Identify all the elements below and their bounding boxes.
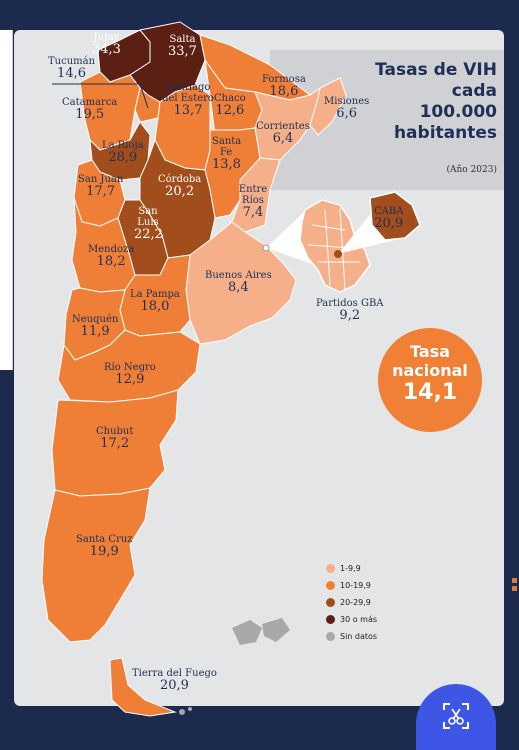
gba-district-lines: [307, 207, 360, 291]
label-caba: CABA 20,9: [374, 206, 404, 231]
left-panel-edge: [0, 30, 13, 370]
label-formosa: Formosa 18,6: [262, 74, 306, 99]
region-santa-cruz: [41, 487, 151, 643]
label-buenos-aires: Buenos Aires 8,4: [205, 270, 272, 295]
region-caba: [369, 191, 421, 241]
map-title: Tasas de VIH cada 100.000 habitantes: [375, 60, 497, 143]
legend-item: 10-19,9: [326, 577, 377, 594]
label-santa-cruz: Santa Cruz 19,9: [76, 534, 133, 559]
label-tucuman: Tucumán 14,6: [48, 56, 96, 81]
label-partidos-gba: Partidos GBA 9,2: [316, 298, 384, 323]
label-misiones: Misiones 6,6: [324, 96, 370, 121]
label-chaco: Chaco 12,6: [214, 93, 246, 118]
label-san-juan: San Juan 17,7: [78, 174, 124, 199]
legend-swatch: [326, 615, 335, 624]
island: [179, 709, 185, 715]
label-cordoba: Córdoba 20,2: [158, 174, 202, 199]
legend-item: 1-9,9: [326, 560, 377, 577]
map-legend: 1-9,9 10-19,9 20-29,9 30 o más Sin datos: [326, 560, 377, 645]
tucuman-leader-line: [52, 83, 149, 109]
map-year: (Año 2023): [446, 165, 497, 175]
legend-swatch: [326, 581, 335, 590]
national-rate-badge: Tasa nacional 14,1: [378, 328, 482, 432]
label-mendoza: Mendoza 18,2: [88, 244, 135, 269]
legend-item: 20-29,9: [326, 594, 377, 611]
label-jujuy: Jujuy 34,3: [92, 32, 121, 57]
caba-marker: [334, 250, 342, 258]
label-tierra-del-fuego: Tierra del Fuego 20,9: [132, 668, 217, 693]
crop-scissors-icon: [443, 703, 469, 729]
legend-swatch: [326, 598, 335, 607]
legend-swatch: [326, 564, 335, 573]
islands-malvinas: [232, 618, 290, 645]
legend-item: Sin datos: [326, 628, 377, 645]
region-entre-rios: [231, 157, 281, 233]
region-partidos-gba: [299, 199, 371, 293]
label-entre-rios: Entre Ríos 7,4: [238, 184, 268, 220]
region-corrientes: [254, 86, 321, 161]
region-santa-fe: [204, 127, 261, 219]
label-neuquen: Neuquén 11,9: [72, 314, 119, 339]
label-san-luis: San Luis 22,2: [134, 206, 163, 242]
zoom-origin: [262, 244, 270, 252]
label-salta: Salta 33,7: [168, 34, 197, 59]
region-buenos-aires: [185, 221, 297, 345]
label-la-pampa: La Pampa 18,0: [130, 289, 180, 314]
label-corrientes: Corrientes 6,4: [256, 121, 310, 146]
region-tierra-del-fuego: [109, 657, 177, 717]
region-catamarca: [79, 71, 141, 151]
label-chubut: Chubut 17,2: [96, 426, 134, 451]
side-handle-icon[interactable]: [510, 576, 519, 594]
label-catamarca: Catamarca 19,5: [62, 97, 118, 122]
island: [188, 707, 192, 711]
crop-button[interactable]: [416, 684, 496, 750]
label-santa-fe: Santa Fe 13,8: [212, 136, 242, 172]
label-la-rioja: La Rioja 28,9: [102, 140, 144, 165]
label-santiago-del-estero: Santiago del Estero 13,7: [162, 82, 214, 118]
label-rio-negro: Río Negro 12,9: [104, 362, 156, 387]
legend-item: 30 o más: [326, 611, 377, 628]
legend-swatch: [326, 632, 335, 641]
